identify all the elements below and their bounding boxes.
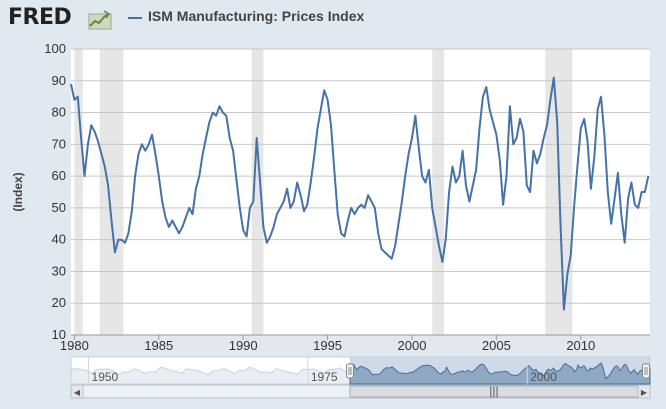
- navigator-handle-left[interactable]: [345, 363, 354, 379]
- range-navigator[interactable]: 1950 1975 2000 ||| ◀ ▶: [70, 356, 651, 399]
- navigator-label: 1975: [311, 370, 338, 384]
- y-tick-label: 70: [52, 136, 66, 151]
- x-tick-label: 1990: [229, 338, 258, 353]
- recession-band: [432, 49, 445, 335]
- x-tick-label: 2000: [398, 338, 427, 353]
- navigator-label: 1950: [92, 370, 119, 384]
- chart-header: FRED ISM Manufacturing: Prices Index: [0, 0, 666, 36]
- y-tick-label: 80: [52, 105, 66, 120]
- navigator-area-full: [70, 363, 351, 385]
- series-line-group[interactable]: [70, 76, 650, 311]
- gridlines: [71, 48, 650, 336]
- x-tick-label: 1985: [144, 338, 173, 353]
- x-axis: 1980 1985 1990 1995 2000 2005 2010: [60, 334, 650, 353]
- legend-series-label: ISM Manufacturing: Prices Index: [148, 8, 365, 24]
- scrollbar-grip: |||: [489, 384, 498, 398]
- y-axis-title: (Index): [11, 172, 25, 211]
- x-tick-label: 1995: [313, 338, 342, 353]
- x-tick-label: 2010: [566, 338, 595, 353]
- legend-series-swatch: [128, 17, 142, 19]
- navigator-handle-right[interactable]: [642, 363, 650, 379]
- y-tick-label: 20: [52, 295, 66, 310]
- navigator-label: 2000: [530, 370, 557, 384]
- scroll-right-arrow-icon: ▶: [641, 388, 648, 397]
- y-tick-label: 10: [52, 327, 66, 342]
- recession-band: [251, 49, 264, 335]
- recession-band: [99, 49, 124, 335]
- scroll-left-arrow-icon: ◀: [74, 388, 81, 397]
- recession-bands: [74, 49, 573, 335]
- fred-logo[interactable]: FRED: [8, 5, 72, 30]
- x-tick-label: 1980: [60, 338, 89, 353]
- y-tick-label: 50: [52, 200, 66, 215]
- y-tick-label: 90: [52, 73, 66, 88]
- y-tick-label: 30: [52, 263, 66, 278]
- y-tick-label: 60: [52, 168, 66, 183]
- scroll-left-button[interactable]: [70, 384, 84, 399]
- trend-chart-icon: [88, 10, 112, 30]
- navigator-area-selected: [349, 362, 651, 385]
- y-axis: 10 20 30 40 50 60 70 80 90 100: [44, 41, 66, 342]
- y-tick-label: 100: [44, 41, 66, 56]
- series-line[interactable]: [70, 76, 650, 311]
- y-tick-label: 40: [52, 232, 66, 247]
- scroll-right-button[interactable]: [637, 384, 651, 399]
- recession-band: [74, 49, 83, 335]
- x-tick-label: 2005: [482, 338, 511, 353]
- navigator-labels: 1950 1975 2000: [88, 357, 557, 385]
